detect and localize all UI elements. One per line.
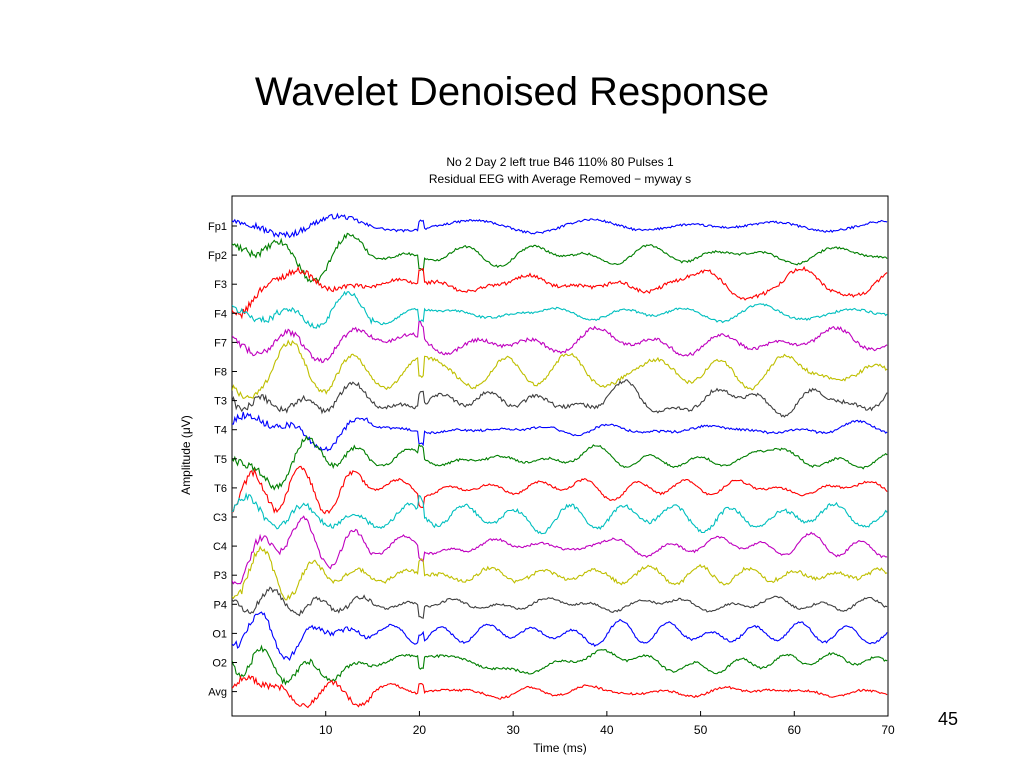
- slide-number: 45: [938, 709, 959, 729]
- channel-label-t6: T6: [214, 483, 227, 495]
- trace-o2: [232, 644, 888, 686]
- trace-p4: [232, 586, 888, 619]
- channel-label-p3: P3: [214, 570, 227, 582]
- channel-label-fp2: Fp2: [208, 250, 227, 262]
- trace-t3: [232, 379, 888, 418]
- x-ticks: 10 20 30 40 50 60 70: [319, 711, 895, 737]
- x-tick-label: 60: [788, 723, 802, 737]
- trace-f3: [232, 265, 888, 320]
- channel-label-f7: F7: [214, 337, 227, 349]
- trace-t5: [232, 435, 888, 491]
- channel-label-f4: F4: [214, 308, 227, 320]
- x-tick-label: 20: [413, 723, 427, 737]
- trace-o1: [232, 611, 888, 661]
- channel-label-p4: P4: [214, 599, 227, 611]
- channel-label-o1: O1: [212, 628, 227, 640]
- trace-avg: [232, 674, 888, 709]
- trace-f4: [232, 290, 888, 329]
- trace-p3: [232, 545, 888, 601]
- channel-labels: Fp1 Fp2 F3 F4 F7 F8 T3 T4 T5 T6 C3 C4 P3 P4 O1 O2 Avg: [208, 221, 237, 699]
- trace-fp1: [232, 212, 888, 239]
- trace-group: [232, 212, 888, 709]
- channel-label-t4: T4: [214, 425, 227, 437]
- x-tick-label: 70: [881, 723, 895, 737]
- x-tick-label: 30: [506, 723, 520, 737]
- channel-label-t3: T3: [214, 396, 227, 408]
- y-axis-label: Amplitude (μV): [179, 415, 193, 495]
- channel-label-o2: O2: [212, 658, 227, 670]
- channel-label-c3: C3: [213, 512, 227, 524]
- channel-label-f8: F8: [214, 367, 227, 379]
- trace-t6: [232, 465, 888, 515]
- slide-title: Wavelet Denoised Response: [254, 70, 770, 114]
- chart-subtitle: Residual EEG with Average Removed − mywa…: [429, 172, 691, 186]
- trace-f8: [232, 339, 888, 400]
- plot-area: [231, 195, 889, 717]
- channel-label-t5: T5: [214, 454, 227, 466]
- x-axis-label: Time (ms): [533, 741, 587, 755]
- chart-title: No 2 Day 2 left true B46 110% 80 Pulses …: [446, 155, 674, 169]
- channel-label-avg: Avg: [208, 687, 227, 699]
- trace-t4: [232, 411, 888, 452]
- trace-c4: [232, 515, 888, 585]
- trace-f7: [232, 321, 888, 364]
- trace-fp2: [232, 232, 888, 284]
- channel-label-fp1: Fp1: [208, 221, 227, 233]
- x-tick-label: 10: [319, 723, 333, 737]
- channel-label-c4: C4: [213, 541, 227, 553]
- x-tick-label: 40: [600, 723, 614, 737]
- x-tick-label: 50: [694, 723, 708, 737]
- channel-label-f3: F3: [214, 279, 227, 291]
- trace-c3: [232, 492, 888, 535]
